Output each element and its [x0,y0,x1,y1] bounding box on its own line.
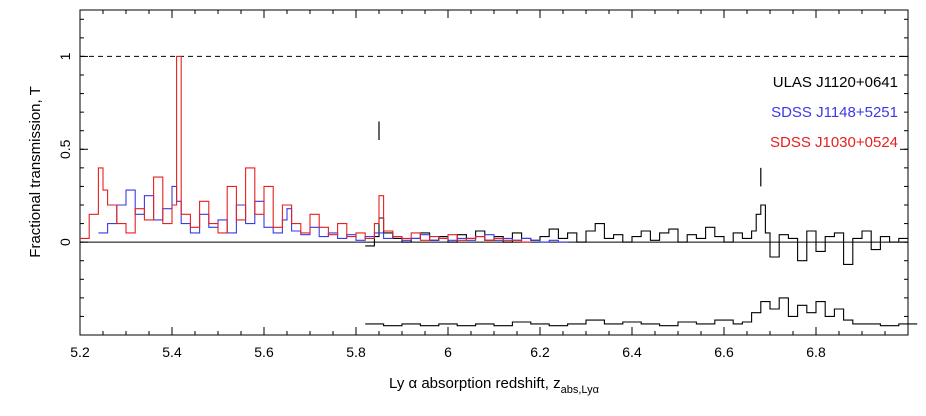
y-axis-title: Fractional transmission, T [27,86,44,257]
series-line-3 [365,297,918,327]
legend-entry-1: SDSS J1148+5251 [771,104,898,121]
legend: ULAS J1120+0641 SDSS J1148+5251 SDSS J1030… [770,74,898,151]
y-tick-label-1: 0.5 [57,139,73,159]
x-tick-label-7: 6.6 [714,344,734,360]
series-line-1 [98,185,568,243]
legend-entry-0: ULAS J1120+0641 [773,74,898,91]
marker-lines [378,121,762,187]
series-line-0 [365,204,908,265]
x-tick-label-0: 5.2 [70,344,90,360]
series-layer [80,55,918,327]
plot-frame [79,9,909,336]
series-line-2 [80,55,531,243]
x-tick-label-1: 5.4 [162,344,182,360]
axis-ticks: 5.2 5.4 5.6 5.8 6 6.2 6.4 6.6 6.8 0 0.5 1 [57,10,909,360]
x-axis-title: Ly α absorption redshift, zabs,Lyα [389,375,600,396]
x-tick-label-4: 6 [444,344,452,360]
x-tick-label-8: 6.8 [806,344,826,360]
x-tick-label-5: 6.2 [530,344,550,360]
x-tick-label-2: 5.6 [254,344,274,360]
y-tick-label-2: 1 [57,52,73,60]
legend-entry-2: SDSS J1030+0524 [770,134,898,151]
x-tick-label-3: 5.8 [346,344,366,360]
x-tick-label-6: 6.4 [622,344,642,360]
y-tick-label-0: 0 [57,238,73,246]
